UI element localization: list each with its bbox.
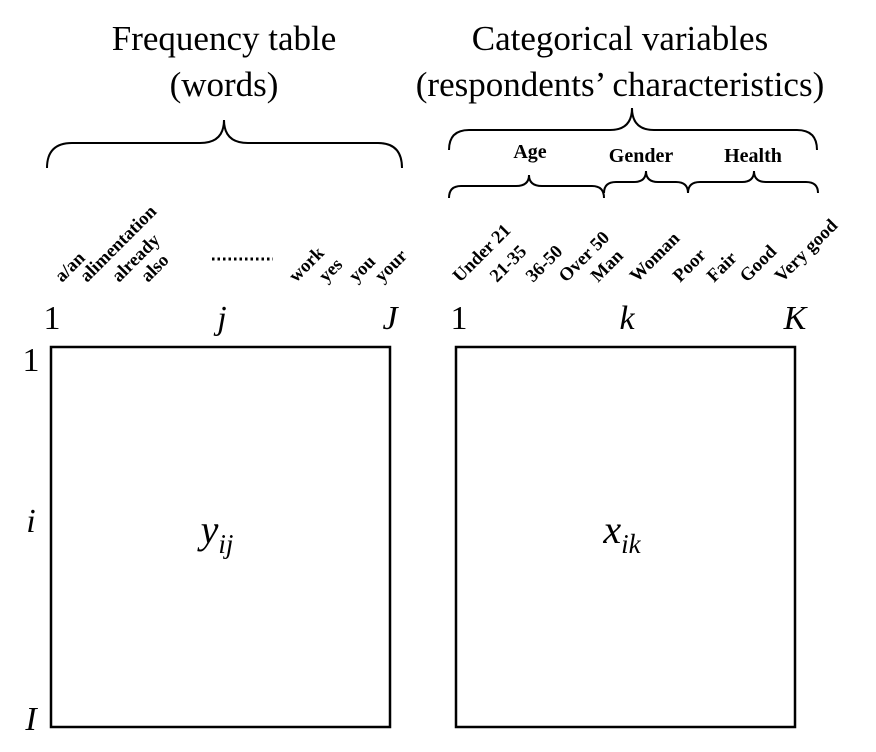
column-label-category: Very good bbox=[771, 215, 842, 286]
right-title-line2: (respondents’ characteristics) bbox=[416, 65, 824, 104]
column-label-category: Fair bbox=[703, 248, 741, 286]
group-label-health: Health bbox=[724, 145, 782, 167]
categorical-matrix bbox=[454, 345, 797, 729]
left-title-line1: Frequency table bbox=[112, 19, 337, 58]
group-label-gender: Gender bbox=[609, 145, 674, 167]
column-label-word: your bbox=[371, 246, 411, 286]
row-index-mid: i bbox=[26, 503, 35, 540]
right-brace bbox=[448, 107, 818, 151]
column-label-category: Good bbox=[736, 241, 781, 286]
right-title-line1: Categorical variables bbox=[472, 19, 768, 58]
row-index-first: 1 bbox=[23, 342, 40, 379]
cell-var: y bbox=[197, 507, 219, 552]
right-col-index-first: 1 bbox=[451, 300, 468, 337]
age-brace bbox=[448, 174, 605, 199]
right-col-index-last: K bbox=[783, 300, 809, 337]
cell-subscript: ij bbox=[218, 529, 233, 559]
gender-brace bbox=[603, 170, 689, 194]
frequency-matrix bbox=[49, 345, 392, 729]
column-label-category: 36-50 bbox=[522, 242, 567, 287]
column-label-category: Poor bbox=[669, 246, 710, 287]
right-col-index-mid: k bbox=[619, 300, 635, 337]
row-index-last: I bbox=[24, 701, 38, 738]
left-col-index-mid: j bbox=[213, 300, 226, 337]
group-label-age: Age bbox=[513, 141, 546, 163]
cell-subscript: ik bbox=[621, 529, 642, 559]
health-brace bbox=[687, 170, 819, 194]
cell-var: x bbox=[602, 507, 621, 552]
left-col-index-first: 1 bbox=[44, 300, 61, 337]
left-col-index-last: J bbox=[382, 300, 399, 337]
left-brace bbox=[46, 119, 403, 169]
categorical-cell-label: xik bbox=[602, 507, 641, 559]
frequency-cell-label: yij bbox=[197, 507, 234, 559]
left-title-line2: (words) bbox=[170, 65, 279, 104]
